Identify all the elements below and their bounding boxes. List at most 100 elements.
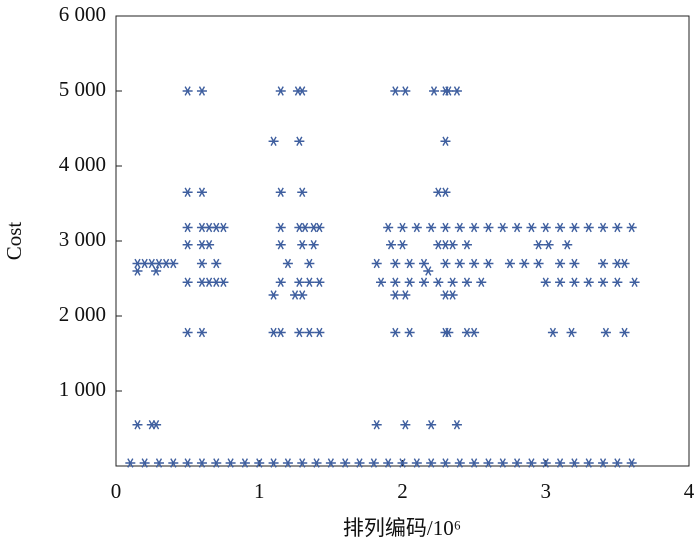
point (297, 187, 308, 197)
point (400, 86, 411, 96)
point (619, 258, 630, 269)
y-tick-label: 5 000 (59, 77, 106, 101)
point (204, 240, 215, 250)
point (294, 136, 305, 146)
point (619, 327, 630, 338)
point (182, 327, 193, 338)
point (526, 458, 537, 468)
point (426, 420, 437, 430)
point (297, 240, 308, 250)
point (440, 458, 451, 468)
plot-frame (115, 15, 690, 467)
point (275, 86, 286, 96)
point (404, 277, 415, 287)
point (182, 86, 193, 96)
point (218, 277, 229, 287)
point (254, 458, 265, 468)
x-tick-label: 0 (111, 479, 122, 503)
point (443, 86, 454, 96)
point (390, 290, 401, 300)
point (297, 86, 308, 96)
point (411, 222, 422, 233)
point (297, 458, 308, 468)
point (390, 277, 401, 287)
point (211, 258, 222, 269)
point (282, 458, 293, 468)
point (386, 240, 397, 250)
point (562, 240, 573, 250)
point (426, 458, 437, 468)
point (626, 222, 637, 233)
point (512, 222, 523, 233)
point (555, 277, 566, 287)
point (469, 327, 480, 338)
point (440, 258, 451, 269)
point (440, 222, 451, 233)
point (400, 420, 411, 430)
point (426, 222, 437, 233)
point (583, 458, 594, 468)
point (340, 458, 351, 468)
point (325, 458, 336, 468)
point (598, 222, 609, 233)
point (275, 187, 286, 197)
point (440, 136, 451, 146)
point (443, 327, 454, 338)
point (268, 136, 279, 146)
point (397, 458, 408, 468)
point (168, 258, 179, 269)
point (555, 258, 566, 269)
point (196, 86, 207, 96)
point (314, 277, 325, 287)
point (469, 222, 480, 233)
point (418, 258, 429, 269)
point (297, 290, 308, 300)
point (555, 458, 566, 468)
point (540, 458, 551, 468)
point (447, 277, 458, 287)
point (300, 222, 311, 233)
point (182, 458, 193, 468)
x-tick-label: 2 (397, 479, 408, 503)
point (275, 277, 286, 287)
point (239, 458, 250, 468)
point (429, 86, 440, 96)
point (451, 420, 462, 430)
point (218, 222, 229, 233)
point (182, 187, 193, 197)
point (612, 277, 623, 287)
point (598, 277, 609, 287)
point (168, 458, 179, 468)
point (533, 240, 544, 250)
point (533, 258, 544, 269)
point (275, 240, 286, 250)
point (371, 258, 382, 269)
point (196, 258, 207, 269)
point (569, 258, 580, 269)
point (504, 258, 515, 269)
point (461, 240, 472, 250)
point (483, 222, 494, 233)
point (451, 86, 462, 96)
point (612, 222, 623, 233)
point (376, 277, 387, 287)
point (423, 266, 434, 276)
point (483, 258, 494, 269)
point (139, 458, 150, 468)
x-tick-label: 3 (541, 479, 552, 503)
point (151, 420, 162, 430)
y-axis-label: Cost (2, 222, 26, 261)
point (497, 222, 508, 233)
point (598, 258, 609, 269)
point (397, 240, 408, 250)
point (153, 458, 164, 468)
point (461, 277, 472, 287)
point (311, 458, 322, 468)
point (314, 222, 325, 233)
y-tick-label: 6 000 (59, 2, 106, 26)
point (569, 277, 580, 287)
x-tick-label: 1 (254, 479, 265, 503)
point (497, 458, 508, 468)
point (447, 290, 458, 300)
point (519, 258, 530, 269)
